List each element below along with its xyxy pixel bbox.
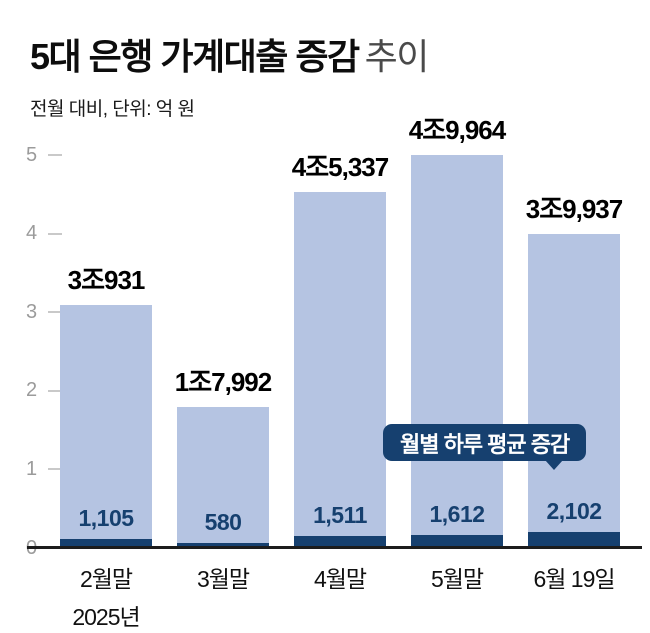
x-axis-label-text: 3월말 (196, 566, 250, 592)
bar-value-label: 3조9,937 (525, 194, 623, 225)
y-tick-mark (48, 389, 62, 392)
x-axis-label: 3월말 (177, 560, 269, 632)
y-tick: 4 (26, 222, 62, 245)
x-axis-label-text: 6월 19일 (533, 566, 615, 592)
bar-group: 1,612 4조9,964 (409, 115, 506, 548)
y-tick: 2 (26, 379, 62, 402)
y-tick: 3 (26, 301, 62, 323)
monthly-change-bar: 1,105 3조931 (60, 265, 152, 548)
x-axis-label-text: 4월말 (313, 566, 367, 592)
y-tick-label: 5 (26, 143, 38, 166)
x-axis-label-year: 2025년 (72, 604, 140, 630)
monthly-change-bar: 1,511 4조5,337 (292, 152, 389, 548)
daily-average-label: 580 (204, 509, 242, 536)
callout-badge: 월별 하루 평균 증감 (383, 424, 587, 470)
y-tick-label: 1 (26, 457, 38, 480)
x-axis-label: 5월말 (411, 560, 503, 632)
y-tick-mark (48, 468, 62, 471)
daily-average-label: 1,612 (429, 501, 485, 528)
bar-value-label: 3조931 (67, 264, 146, 295)
x-axis-label: 4월말 (294, 560, 386, 632)
daily-average-bar (528, 531, 620, 548)
y-tick-label: 3 (26, 300, 38, 323)
x-axis-label-text: 5월말 (430, 566, 484, 592)
daily-average-bar (60, 539, 152, 548)
x-axis-label: 6월 19일 (528, 560, 620, 632)
chart-subtitle: 전월 대비, 단위: 억 원 (30, 99, 195, 120)
title-suffix: 추이 (364, 36, 430, 77)
bar-value-label: 1조7,992 (174, 366, 272, 397)
bar-value-label: 4조9,964 (408, 115, 506, 146)
monthly-change-bar: 580 1조7,992 (175, 367, 272, 548)
y-tick: 1 (26, 458, 62, 480)
y-tick-label: 4 (26, 222, 38, 245)
daily-average-label: 1,511 (313, 502, 367, 529)
x-axis-label: 2월말 2025년 (60, 560, 152, 632)
bar-group: 2,102 3조9,937 (526, 155, 623, 548)
plot-area: 1,105 3조931 580 1조7,992 1,511 4조5,337 1,612 4조9… (60, 115, 623, 548)
title-main: 5대 은행 가계대출 증감 (30, 36, 360, 77)
x-axis-label-text: 2월말 (79, 566, 133, 592)
daily-average-label: 1,105 (78, 505, 134, 532)
bar-value-label: 4조5,337 (291, 151, 389, 182)
y-tick-mark (48, 232, 62, 235)
daily-average-bar (411, 535, 503, 548)
y-tick-mark (48, 311, 62, 314)
y-tick-mark (48, 154, 62, 156)
monthly-change-bar: 1,612 4조9,964 (409, 115, 506, 548)
daily-average-label: 2,102 (546, 497, 602, 524)
monthly-change-bar: 2,102 3조9,937 (526, 194, 623, 548)
bar-group: 580 1조7,992 (175, 155, 272, 548)
daily-average-bar (177, 543, 269, 548)
bar-group: 1,105 3조931 (60, 155, 152, 548)
callout-tail-icon (545, 460, 563, 470)
bar-group: 1,511 4조5,337 (292, 152, 389, 548)
callout-label: 월별 하루 평균 증감 (400, 431, 570, 457)
y-tick-label: 2 (26, 379, 38, 402)
x-axis-labels: 2월말 2025년 3월말 4월말 5월말 6월 19일 (60, 560, 620, 632)
daily-average-bar (294, 536, 386, 548)
page-title: 5대 은행 가계대출 증감 추이 (30, 28, 430, 80)
x-axis-baseline (27, 546, 642, 549)
y-tick: 5 (26, 144, 62, 166)
